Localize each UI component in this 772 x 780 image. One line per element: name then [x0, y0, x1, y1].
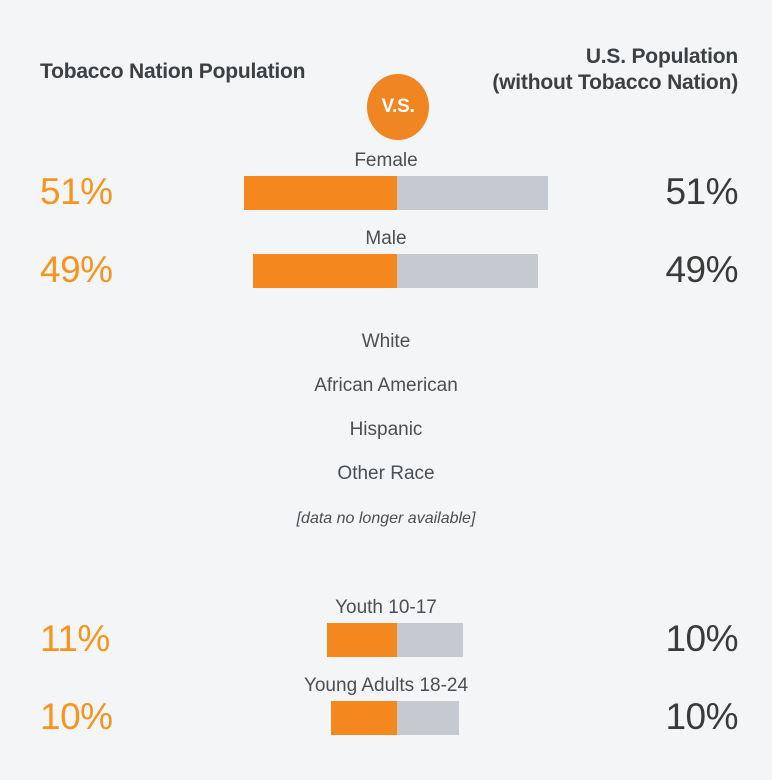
tobacco-nation-percent: 51% [40, 171, 113, 212]
header-left-title: Tobacco Nation Population [40, 60, 306, 83]
comparison-bar [244, 176, 548, 210]
bar-track [0, 254, 772, 288]
comparison-row: Youth 10-17 11% 10% [0, 595, 772, 673]
bar-segment-us-population [397, 701, 459, 735]
row-category-label: Youth 10-17 [335, 597, 437, 618]
bar-segment-us-population [397, 254, 538, 288]
race-category-label: Hispanic [349, 419, 423, 440]
us-population-percent: 10% [665, 696, 738, 737]
race-category-label: African American [314, 375, 458, 396]
comparison-bar [327, 623, 463, 657]
us-population-percent: 10% [665, 618, 738, 659]
comparison-bar [331, 701, 459, 735]
bar-track [0, 176, 772, 210]
row-category-label: Male [365, 228, 407, 249]
bar-segment-tobacco-nation [331, 701, 397, 735]
bar-track [0, 701, 772, 735]
bar-segment-us-population [397, 623, 463, 657]
bar-segment-tobacco-nation [253, 254, 397, 288]
race-category-label: Other Race [337, 463, 435, 484]
tobacco-nation-percent: 10% [40, 696, 113, 737]
header-right-title: U.S. Population (without Tobacco Nation) [408, 44, 738, 95]
us-population-percent: 51% [665, 171, 738, 212]
race-item-list: White African American Hispanic Other Race [0, 320, 772, 496]
tobacco-nation-percent: 11% [40, 618, 110, 659]
race-section: White African American Hispanic Other Race … [0, 320, 772, 528]
comparison-bar [253, 254, 538, 288]
comparison-row: Male 49% 49% [0, 226, 772, 304]
comparison-row: Young Adults 18-24 10% 10% [0, 673, 772, 751]
header-right-title-line2: (without Tobacco Nation) [492, 70, 738, 94]
race-data-note: [data no longer available] [296, 510, 476, 527]
bar-segment-tobacco-nation [244, 176, 397, 210]
vs-badge-label: V.S. [381, 96, 415, 117]
vs-badge: V.S. [367, 74, 429, 140]
header-right-title-line1: U.S. Population [585, 45, 738, 68]
bar-segment-us-population [397, 176, 548, 210]
row-category-label: Young Adults 18-24 [303, 675, 469, 696]
us-population-percent: 49% [665, 249, 738, 290]
tobacco-nation-percent: 49% [40, 249, 113, 290]
comparison-header: Tobacco Nation Population V.S. U.S. Popu… [0, 38, 772, 140]
race-category-label: White [361, 331, 411, 352]
comparison-row: Female 51% 51% [0, 148, 772, 226]
row-category-label: Female [354, 150, 418, 171]
bar-segment-tobacco-nation [327, 623, 397, 657]
bar-track [0, 623, 772, 657]
